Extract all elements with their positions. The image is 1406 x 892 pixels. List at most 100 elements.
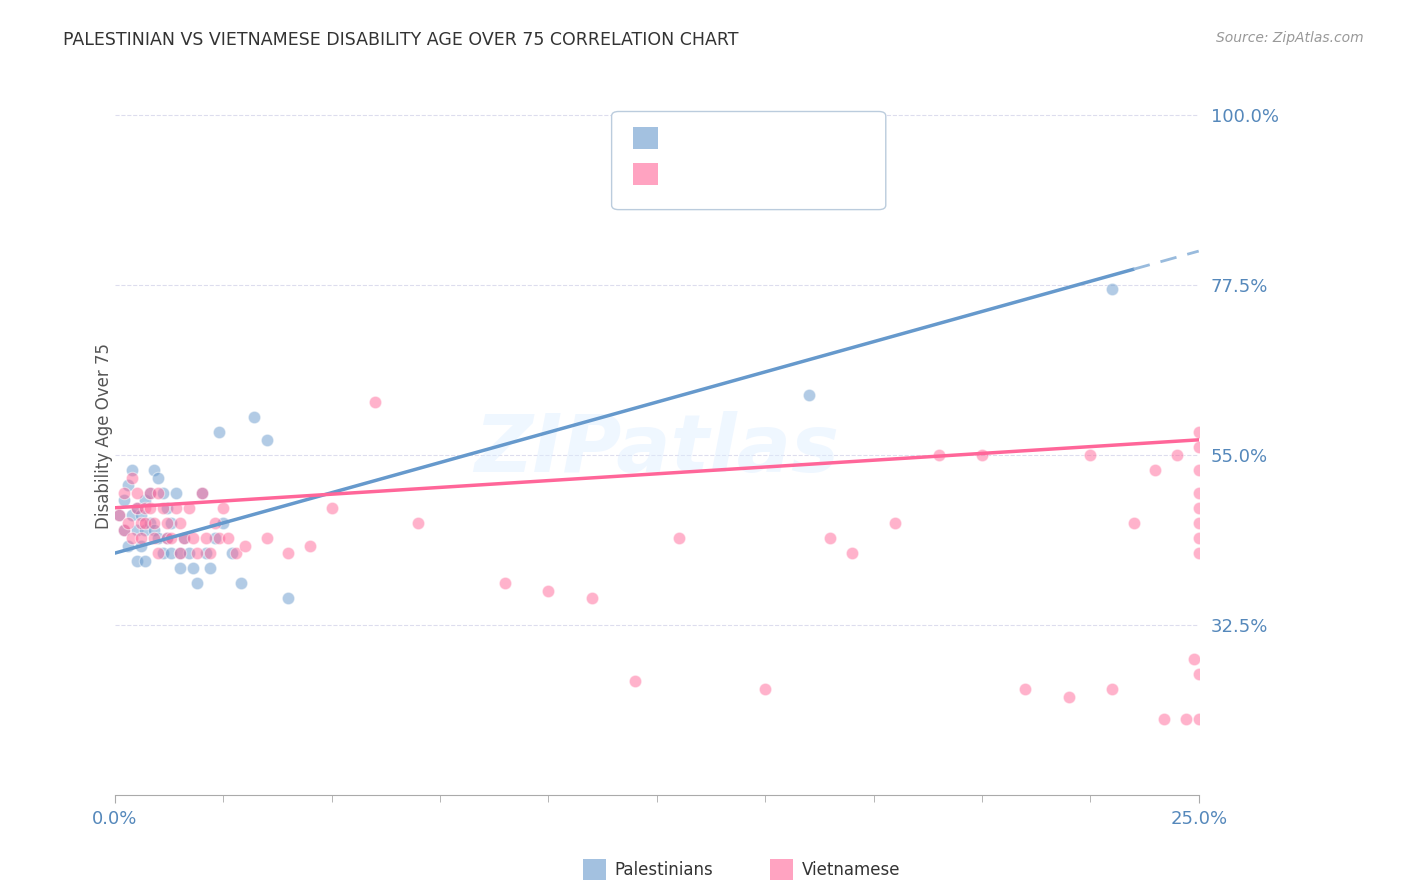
Point <box>229 576 252 591</box>
Point <box>1188 712 1211 726</box>
Point <box>624 674 647 689</box>
Point <box>212 500 235 515</box>
Point <box>321 500 343 515</box>
Point <box>143 463 166 477</box>
Point <box>138 485 160 500</box>
Point <box>121 463 143 477</box>
Point <box>186 546 208 560</box>
Point <box>970 448 993 462</box>
Point <box>121 508 143 523</box>
Point <box>208 425 231 440</box>
Point <box>1188 516 1211 530</box>
Point <box>112 485 135 500</box>
Point <box>125 500 148 515</box>
Point <box>129 508 152 523</box>
Point <box>1188 425 1211 440</box>
Point <box>1174 712 1197 726</box>
Point <box>134 516 156 530</box>
Point <box>148 546 170 560</box>
Point <box>125 485 148 500</box>
Point <box>1101 681 1123 696</box>
Point <box>186 576 208 591</box>
Text: Vietnamese: Vietnamese <box>801 861 900 879</box>
Point <box>242 410 264 425</box>
Point <box>108 508 131 523</box>
Point <box>112 493 135 508</box>
Point <box>1144 463 1167 477</box>
Point <box>668 531 690 545</box>
Point <box>108 508 131 523</box>
Point <box>152 500 174 515</box>
Point <box>277 591 299 606</box>
Text: Source: ZipAtlas.com: Source: ZipAtlas.com <box>1216 31 1364 45</box>
Point <box>797 387 820 401</box>
Point <box>277 546 299 560</box>
Point <box>204 531 226 545</box>
Text: ZIPatlas: ZIPatlas <box>474 411 839 490</box>
Point <box>138 500 160 515</box>
Text: R =  0.171   N = 75: R = 0.171 N = 75 <box>669 165 845 183</box>
Point <box>165 485 187 500</box>
Point <box>200 546 222 560</box>
Point <box>138 516 160 530</box>
Point <box>820 531 842 545</box>
Point <box>143 516 166 530</box>
Point <box>221 546 243 560</box>
Point <box>212 516 235 530</box>
Point <box>129 516 152 530</box>
Point <box>299 539 322 553</box>
Point <box>181 531 204 545</box>
Point <box>169 561 191 575</box>
Point <box>177 500 200 515</box>
Point <box>256 531 278 545</box>
Point <box>581 591 603 606</box>
Point <box>121 531 143 545</box>
Point <box>160 516 183 530</box>
Point <box>169 516 191 530</box>
Point <box>1166 448 1188 462</box>
Point <box>143 531 166 545</box>
Point <box>181 561 204 575</box>
Point <box>169 546 191 560</box>
Point <box>117 539 139 553</box>
Point <box>1188 463 1211 477</box>
Point <box>408 516 430 530</box>
Point <box>190 485 212 500</box>
Point <box>177 546 200 560</box>
Point <box>134 524 156 538</box>
Point <box>125 500 148 515</box>
Point <box>156 531 179 545</box>
Point <box>1188 666 1211 681</box>
Point <box>148 485 170 500</box>
Point <box>1182 652 1205 666</box>
Point <box>134 493 156 508</box>
Point <box>364 395 387 409</box>
Point <box>256 433 278 447</box>
Point <box>134 500 156 515</box>
Point <box>1014 681 1036 696</box>
Point <box>200 561 222 575</box>
Point <box>225 546 247 560</box>
Point <box>129 539 152 553</box>
Point <box>169 546 191 560</box>
Point <box>1153 712 1175 726</box>
Point <box>195 531 218 545</box>
Point <box>208 531 231 545</box>
Point <box>112 524 135 538</box>
Point <box>1057 690 1080 704</box>
Point <box>195 546 218 560</box>
Point <box>152 485 174 500</box>
Y-axis label: Disability Age Over 75: Disability Age Over 75 <box>96 343 112 529</box>
Point <box>233 539 256 553</box>
Point <box>138 485 160 500</box>
Point <box>1188 546 1211 560</box>
Point <box>217 531 239 545</box>
Point <box>117 516 139 530</box>
Point <box>165 500 187 515</box>
Point <box>160 546 183 560</box>
Text: PALESTINIAN VS VIETNAMESE DISABILITY AGE OVER 75 CORRELATION CHART: PALESTINIAN VS VIETNAMESE DISABILITY AGE… <box>63 31 738 49</box>
Point <box>884 516 907 530</box>
Point <box>117 478 139 492</box>
Text: R = 0.422   N = 65: R = 0.422 N = 65 <box>669 129 839 147</box>
Point <box>148 531 170 545</box>
